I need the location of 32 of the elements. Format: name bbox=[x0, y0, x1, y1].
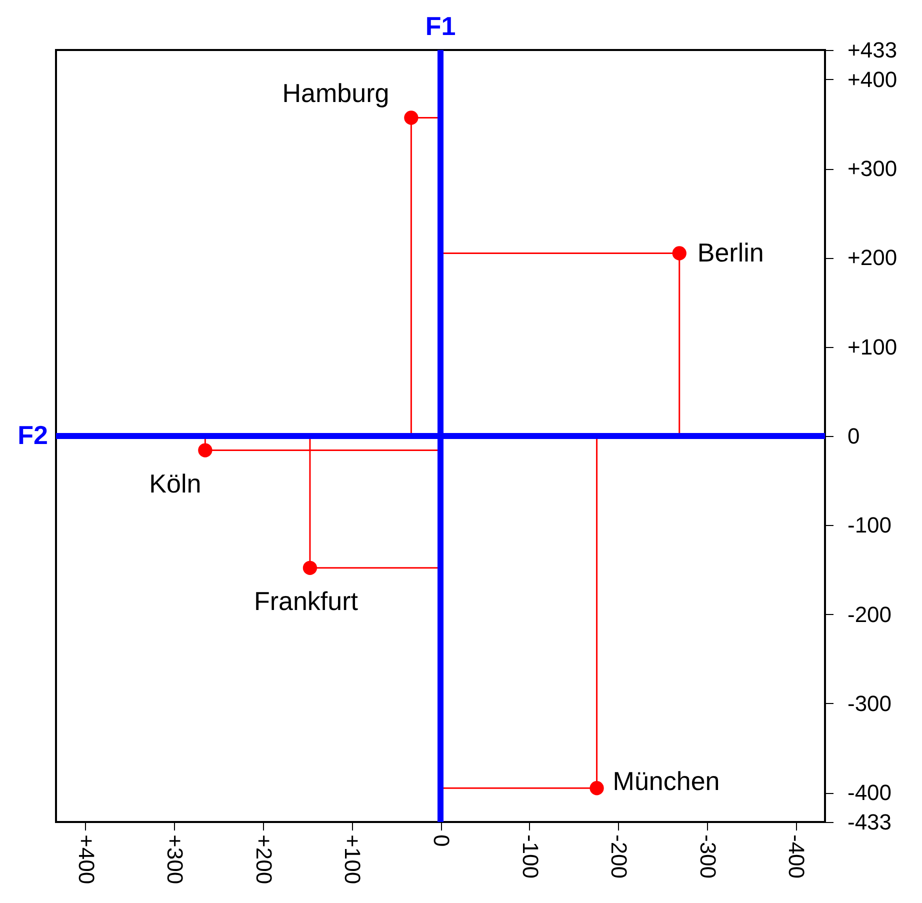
y-tick-label: 0 bbox=[848, 424, 860, 448]
y-tick-label: +433 bbox=[848, 38, 898, 62]
y-tick-label: -300 bbox=[848, 690, 892, 716]
x-tick-label: -400 bbox=[784, 834, 810, 879]
x-tick-label: -200 bbox=[606, 834, 632, 879]
point bbox=[590, 781, 604, 796]
annotation: Berlin bbox=[697, 237, 764, 268]
y-tick-label: +400 bbox=[848, 66, 898, 92]
y-tick-label: +300 bbox=[848, 156, 898, 182]
annotation: München bbox=[612, 766, 720, 796]
annotation: Frankfurt bbox=[254, 586, 359, 616]
y-tick-label: -433 bbox=[848, 810, 892, 834]
y-tick-label: +200 bbox=[848, 245, 898, 270]
ref-line-label: F1 bbox=[425, 11, 456, 41]
point bbox=[404, 110, 418, 125]
y-tick-label: +100 bbox=[848, 334, 898, 360]
y-tick-label: -100 bbox=[848, 512, 892, 538]
x-tick-label: +400 bbox=[74, 834, 99, 884]
point bbox=[302, 560, 318, 575]
x-tick-label: +300 bbox=[162, 834, 188, 884]
ref-line-label: F2 bbox=[18, 420, 48, 450]
x-tick-label: +200 bbox=[251, 834, 276, 884]
y-tick-label: -200 bbox=[848, 602, 892, 627]
annotation: Köln bbox=[149, 468, 202, 498]
point bbox=[198, 443, 212, 458]
x-tick-label: 0 bbox=[429, 834, 454, 847]
x-tick-label: -300 bbox=[695, 834, 720, 879]
x-tick-label: +100 bbox=[340, 834, 366, 884]
x-tick-label: -100 bbox=[518, 834, 543, 879]
y-tick-label: -400 bbox=[848, 780, 892, 806]
annotation: Hamburg bbox=[282, 78, 390, 108]
point bbox=[672, 246, 686, 260]
